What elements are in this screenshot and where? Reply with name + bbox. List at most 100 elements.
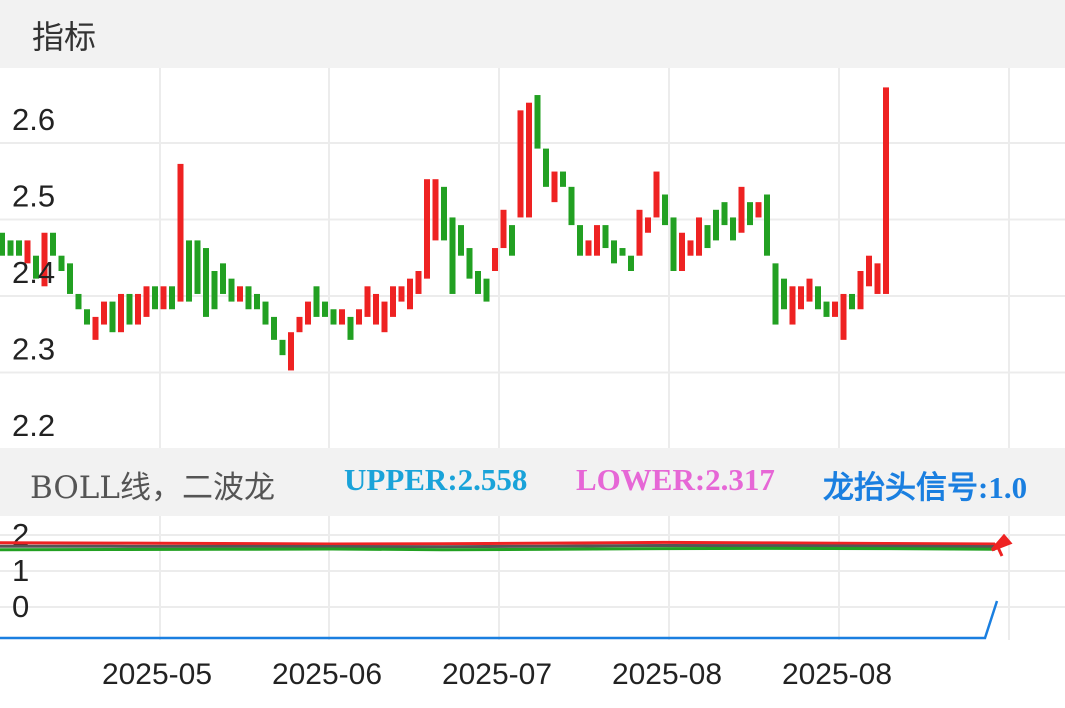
candle [390,286,396,317]
candle [296,316,303,333]
candle [50,232,56,256]
candle [730,217,736,241]
candle [330,309,337,325]
candle [67,263,73,294]
indicator-legend: BOLL线，二波龙 UPPER:2.558 LOWER:2.317 龙抬头信号:… [0,448,1065,516]
candlestick-chart: 2.6 2.5 2.4 2.3 2.2 [0,68,1065,448]
candle [534,95,541,149]
candle [772,263,779,325]
candle [126,293,133,325]
candle [662,194,668,226]
candle [874,263,881,294]
candle [415,271,422,294]
candle [849,293,855,310]
candle [755,202,762,218]
candle [92,316,99,340]
x-tick-label: 2025-08 [612,658,722,691]
y-tick-label: 2.4 [12,255,55,290]
x-tick-label: 2025-08 [782,658,892,691]
candle [84,309,90,325]
candle [101,301,107,325]
candle [509,225,515,256]
candle [347,316,354,340]
candle [679,232,685,271]
candle [41,232,48,287]
signal-arrow-icon [990,533,1013,557]
candle [33,255,39,279]
candle [186,240,192,302]
candle [322,301,328,317]
candle [857,271,864,310]
candle [645,217,651,233]
x-tick-label: 2025-06 [272,658,382,691]
candle [568,186,575,226]
candle [381,301,388,333]
candle [832,301,838,317]
candle [262,301,269,325]
candle [585,240,592,256]
candle [543,148,549,187]
candle [135,293,141,325]
candle [883,87,889,294]
candle [194,240,201,294]
candle [500,209,507,249]
candle [823,301,830,317]
candle [483,278,490,302]
candle [237,286,243,302]
candle [305,301,311,325]
candle [398,286,405,302]
indicator-header: 指标 [0,0,1065,68]
candle [551,171,558,203]
y-tick-label: 2.2 [12,408,55,443]
candle [636,209,643,256]
candle [254,293,260,310]
candle [7,240,14,256]
candle [670,217,677,271]
candle [806,278,813,302]
y-tick-label: 2.5 [12,179,55,214]
candle [560,171,566,187]
middle-line [0,543,996,549]
candle [594,225,600,256]
candle [288,332,294,371]
candle [75,293,82,310]
candle [781,278,787,310]
x-tick-label: 2025-05 [102,658,212,691]
candle [747,202,753,226]
candle [313,286,320,317]
candle [16,240,22,256]
header-title: 指标 [32,18,97,56]
candle [24,240,31,264]
candle [373,293,379,325]
candle [228,278,235,302]
candle [789,286,796,325]
candle [441,186,447,241]
candle [203,248,209,317]
candle [653,171,660,218]
candle [449,217,456,294]
candle [424,179,430,279]
candle [339,309,345,325]
candle [220,263,226,294]
lower-line [0,546,996,552]
candle [177,163,184,302]
candle [619,248,626,256]
indicator-name: BOLL线，二波龙 [30,470,275,506]
candle [866,255,872,287]
candle [58,255,65,271]
candle [279,339,286,356]
y-tick-label: 2.3 [12,332,55,367]
candle [492,248,498,271]
candle [432,179,439,241]
candle [696,217,702,256]
candle [704,225,711,249]
upper-label: UPPER:2.558 [344,462,528,497]
candle [526,102,532,218]
candle [466,248,473,279]
candle [738,186,745,233]
signal-line [0,600,999,640]
candle [407,278,413,310]
candle [815,286,821,310]
candle [517,110,524,218]
